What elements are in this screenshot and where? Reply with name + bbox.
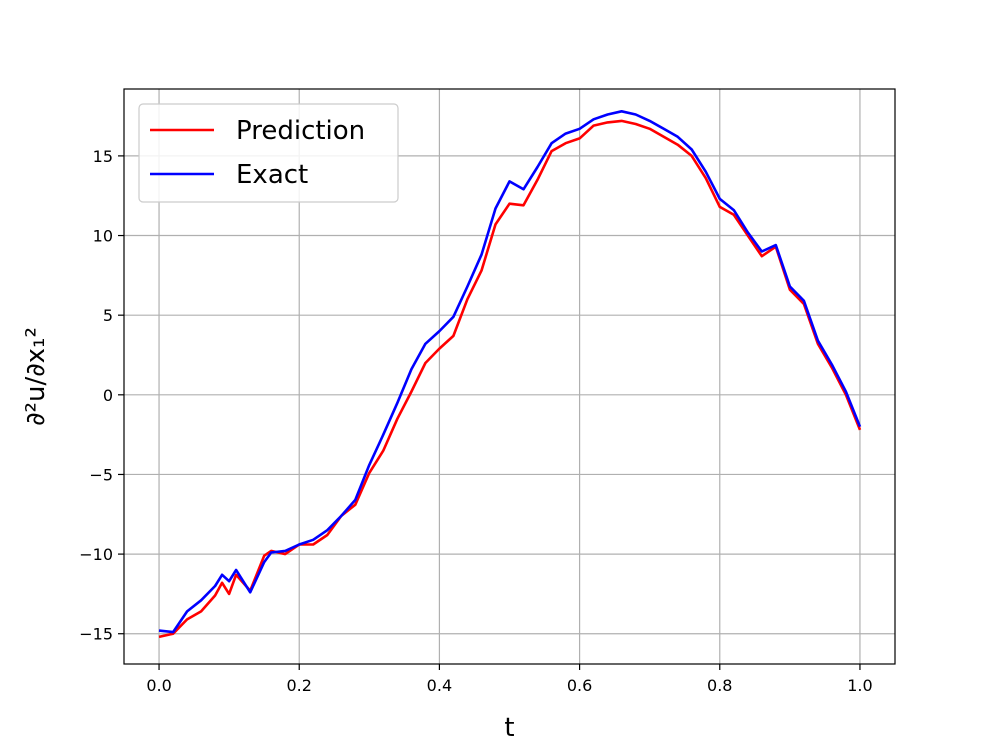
x-tick-label: 0.4 [427, 676, 452, 695]
series-line-prediction [158, 119, 862, 639]
legend-box [138, 103, 399, 203]
y-tick-label: −15 [79, 625, 113, 644]
y-tick-label: 10 [93, 227, 113, 246]
series-line-exact [158, 110, 862, 634]
x-tick-label: 0.0 [146, 676, 171, 695]
plot-frame [123, 88, 896, 665]
y-tick-label: −10 [79, 545, 113, 564]
y-tick-label: 15 [93, 147, 113, 166]
y-tick-label: −5 [89, 465, 113, 484]
legend: Prediction Exact [138, 103, 399, 203]
series-layer [158, 110, 862, 639]
x-axis-label: t [504, 713, 514, 743]
grid [124, 89, 895, 664]
x-tick-label: 0.2 [287, 676, 312, 695]
y-tick-label: 0 [103, 386, 113, 405]
legend-label: Exact [236, 160, 308, 190]
ticks: 0.0 0.2 0.4 0.6 0.8 1.0 −15 −10 −5 0 5 10 15 [79, 147, 872, 695]
x-tick-label: 0.8 [707, 676, 732, 695]
y-axis-label: ∂²u/∂x₁² [21, 327, 51, 426]
x-tick-label: 1.0 [847, 676, 872, 695]
y-tick-label: 5 [103, 306, 113, 325]
x-tick-label: 0.6 [567, 676, 592, 695]
legend-label: Prediction [236, 116, 365, 146]
